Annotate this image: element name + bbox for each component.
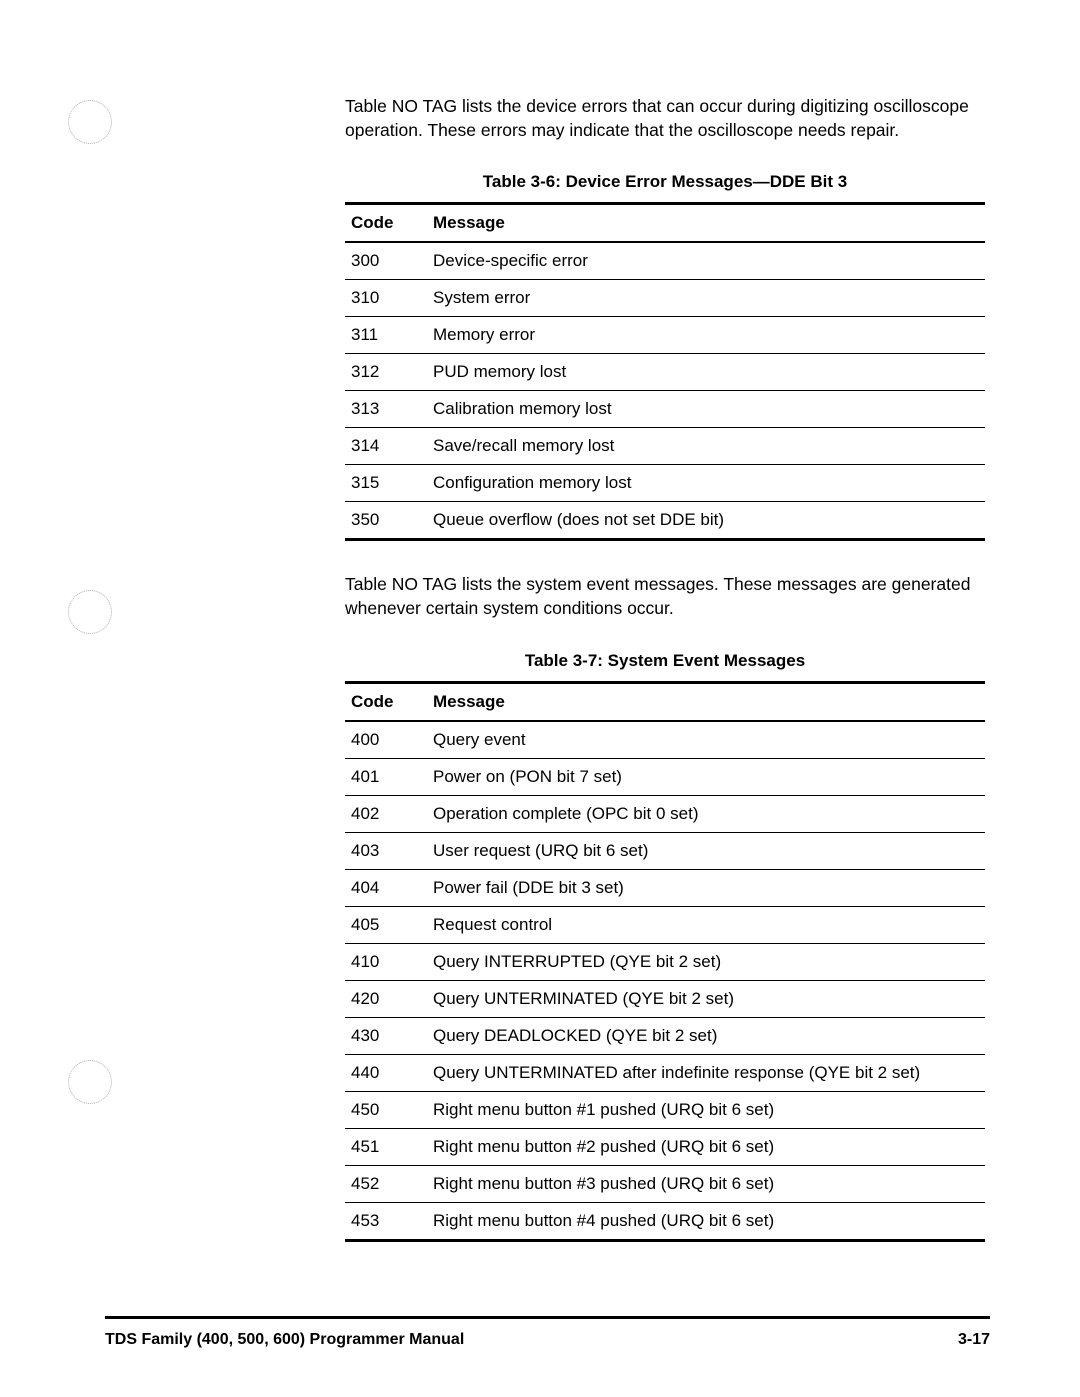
system-event-table: CodeMessage400Query event401Power on (PO… (345, 681, 985, 1242)
table-row: 314Save/recall memory lost (345, 428, 985, 465)
code-cell: 311 (345, 317, 427, 354)
message-cell: PUD memory lost (427, 354, 985, 391)
message-cell: Power on (PON bit 7 set) (427, 758, 985, 795)
table-row: 401Power on (PON bit 7 set) (345, 758, 985, 795)
table-row: 440Query UNTERMINATED after indefinite r… (345, 1054, 985, 1091)
footer-right: 3-17 (958, 1331, 990, 1349)
column-header: Message (427, 204, 985, 243)
message-cell: Query event (427, 721, 985, 759)
table-row: 430Query DEADLOCKED (QYE bit 2 set) (345, 1017, 985, 1054)
column-header: Code (345, 204, 427, 243)
binder-hole-icon (68, 1060, 112, 1104)
message-cell: Power fail (DDE bit 3 set) (427, 869, 985, 906)
binder-hole-icon (68, 590, 112, 634)
code-cell: 400 (345, 721, 427, 759)
table-row: 420Query UNTERMINATED (QYE bit 2 set) (345, 980, 985, 1017)
footer: TDS Family (400, 500, 600) Programmer Ma… (105, 1331, 990, 1349)
message-cell: Query INTERRUPTED (QYE bit 2 set) (427, 943, 985, 980)
column-header: Code (345, 682, 427, 721)
message-cell: System error (427, 280, 985, 317)
code-cell: 450 (345, 1091, 427, 1128)
code-cell: 350 (345, 502, 427, 540)
message-cell: Request control (427, 906, 985, 943)
table-row: 402Operation complete (OPC bit 0 set) (345, 795, 985, 832)
code-cell: 314 (345, 428, 427, 465)
message-cell: Device-specific error (427, 242, 985, 280)
table-row: 404Power fail (DDE bit 3 set) (345, 869, 985, 906)
table-row: 405Request control (345, 906, 985, 943)
table-row: 452Right menu button #3 pushed (URQ bit … (345, 1165, 985, 1202)
code-cell: 410 (345, 943, 427, 980)
table-caption-1: Table 3-6: Device Error Messages—DDE Bit… (345, 172, 985, 192)
column-header: Message (427, 682, 985, 721)
code-cell: 300 (345, 242, 427, 280)
code-cell: 312 (345, 354, 427, 391)
message-cell: Query UNTERMINATED (QYE bit 2 set) (427, 980, 985, 1017)
code-cell: 402 (345, 795, 427, 832)
code-cell: 440 (345, 1054, 427, 1091)
table-row: 410Query INTERRUPTED (QYE bit 2 set) (345, 943, 985, 980)
message-cell: Save/recall memory lost (427, 428, 985, 465)
content-column: Table NO TAG lists the device errors tha… (345, 95, 985, 1242)
table-caption-2: Table 3-7: System Event Messages (345, 651, 985, 671)
message-cell: Configuration memory lost (427, 465, 985, 502)
intro-paragraph-1: Table NO TAG lists the device errors tha… (345, 95, 985, 142)
code-cell: 315 (345, 465, 427, 502)
code-cell: 401 (345, 758, 427, 795)
table-row: 453Right menu button #4 pushed (URQ bit … (345, 1202, 985, 1240)
message-cell: Calibration memory lost (427, 391, 985, 428)
message-cell: Query DEADLOCKED (QYE bit 2 set) (427, 1017, 985, 1054)
code-cell: 403 (345, 832, 427, 869)
table-row: 312PUD memory lost (345, 354, 985, 391)
code-cell: 404 (345, 869, 427, 906)
code-cell: 405 (345, 906, 427, 943)
table-row: 313Calibration memory lost (345, 391, 985, 428)
table-row: 350Queue overflow (does not set DDE bit) (345, 502, 985, 540)
table-row: 451Right menu button #2 pushed (URQ bit … (345, 1128, 985, 1165)
device-error-table: CodeMessage300Device-specific error310Sy… (345, 202, 985, 541)
message-cell: Right menu button #1 pushed (URQ bit 6 s… (427, 1091, 985, 1128)
message-cell: Right menu button #2 pushed (URQ bit 6 s… (427, 1128, 985, 1165)
intro-paragraph-2: Table NO TAG lists the system event mess… (345, 573, 985, 620)
footer-left: TDS Family (400, 500, 600) Programmer Ma… (105, 1331, 464, 1349)
table-row: 315Configuration memory lost (345, 465, 985, 502)
code-cell: 452 (345, 1165, 427, 1202)
message-cell: User request (URQ bit 6 set) (427, 832, 985, 869)
page: Table NO TAG lists the device errors tha… (0, 0, 1080, 1397)
table-row: 450Right menu button #1 pushed (URQ bit … (345, 1091, 985, 1128)
message-cell: Right menu button #3 pushed (URQ bit 6 s… (427, 1165, 985, 1202)
table-row: 300Device-specific error (345, 242, 985, 280)
table-row: 310System error (345, 280, 985, 317)
binder-hole-icon (68, 100, 112, 144)
code-cell: 451 (345, 1128, 427, 1165)
table-row: 403User request (URQ bit 6 set) (345, 832, 985, 869)
footer-rule (105, 1316, 990, 1319)
table-row: 400Query event (345, 721, 985, 759)
table-row: 311Memory error (345, 317, 985, 354)
code-cell: 430 (345, 1017, 427, 1054)
code-cell: 420 (345, 980, 427, 1017)
message-cell: Operation complete (OPC bit 0 set) (427, 795, 985, 832)
code-cell: 453 (345, 1202, 427, 1240)
code-cell: 310 (345, 280, 427, 317)
message-cell: Memory error (427, 317, 985, 354)
code-cell: 313 (345, 391, 427, 428)
message-cell: Right menu button #4 pushed (URQ bit 6 s… (427, 1202, 985, 1240)
message-cell: Queue overflow (does not set DDE bit) (427, 502, 985, 540)
message-cell: Query UNTERMINATED after indefinite resp… (427, 1054, 985, 1091)
